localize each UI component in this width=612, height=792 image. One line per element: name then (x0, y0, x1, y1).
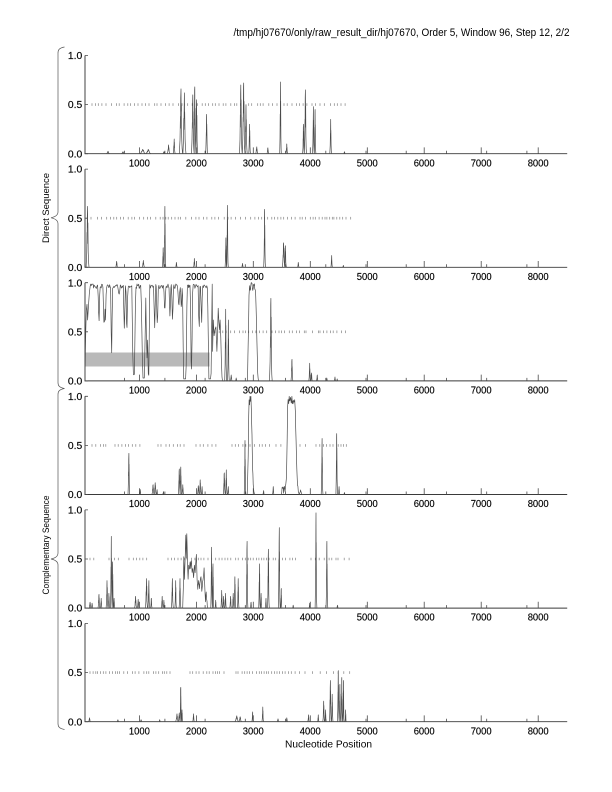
svg-text:3000: 3000 (243, 158, 264, 169)
svg-text:0.0: 0.0 (68, 263, 83, 274)
svg-text:5000: 5000 (357, 158, 378, 169)
svg-text:2000: 2000 (186, 726, 207, 737)
svg-text:4000: 4000 (300, 158, 321, 169)
svg-text:5000: 5000 (357, 386, 378, 397)
svg-text:8000: 8000 (528, 726, 549, 737)
svg-text:1.0: 1.0 (68, 51, 83, 62)
svg-text:6000: 6000 (414, 499, 435, 510)
svg-text:1.0: 1.0 (68, 392, 83, 403)
svg-text:1000: 1000 (129, 272, 150, 283)
svg-text:0.5: 0.5 (68, 441, 83, 452)
svg-text:8000: 8000 (528, 272, 549, 283)
svg-text:1.0: 1.0 (68, 278, 83, 289)
svg-text:6000: 6000 (414, 726, 435, 737)
svg-text:6000: 6000 (414, 158, 435, 169)
svg-text:6000: 6000 (414, 272, 435, 283)
svg-text:8000: 8000 (528, 158, 549, 169)
svg-text:1.0: 1.0 (68, 506, 83, 517)
svg-text:3000: 3000 (243, 386, 264, 397)
svg-text:Complementary Sequence: Complementary Sequence (41, 496, 52, 595)
svg-text:1000: 1000 (129, 499, 150, 510)
svg-text:5000: 5000 (357, 726, 378, 737)
svg-text:4000: 4000 (300, 726, 321, 737)
svg-text:1000: 1000 (129, 613, 150, 624)
svg-text:7000: 7000 (471, 499, 492, 510)
svg-text:0.0: 0.0 (68, 377, 83, 388)
svg-text:3000: 3000 (243, 499, 264, 510)
svg-text:1000: 1000 (129, 158, 150, 169)
svg-text:/tmp/hj07670/only/raw_result_d: /tmp/hj07670/only/raw_result_dir/hj07670… (234, 27, 570, 39)
svg-text:1000: 1000 (129, 386, 150, 397)
svg-text:8000: 8000 (528, 613, 549, 624)
svg-text:2000: 2000 (186, 386, 207, 397)
svg-text:7000: 7000 (471, 272, 492, 283)
svg-text:6000: 6000 (414, 386, 435, 397)
svg-text:2000: 2000 (186, 499, 207, 510)
svg-text:6000: 6000 (414, 613, 435, 624)
svg-text:0.0: 0.0 (68, 149, 83, 160)
svg-text:2000: 2000 (186, 272, 207, 283)
svg-text:4000: 4000 (300, 272, 321, 283)
svg-text:0.5: 0.5 (68, 214, 83, 225)
svg-text:0.0: 0.0 (68, 604, 83, 615)
svg-text:4000: 4000 (300, 499, 321, 510)
svg-text:4000: 4000 (300, 386, 321, 397)
svg-text:0.0: 0.0 (68, 490, 83, 501)
svg-text:7000: 7000 (471, 386, 492, 397)
svg-text:0.5: 0.5 (68, 555, 83, 566)
svg-text:0.5: 0.5 (68, 100, 83, 111)
svg-text:Direct Sequence: Direct Sequence (41, 173, 52, 243)
svg-text:0.0: 0.0 (68, 717, 83, 728)
svg-text:1.0: 1.0 (68, 619, 83, 630)
svg-text:3000: 3000 (243, 613, 264, 624)
svg-text:1000: 1000 (129, 726, 150, 737)
svg-text:5000: 5000 (357, 499, 378, 510)
svg-text:0.5: 0.5 (68, 327, 83, 338)
svg-text:5000: 5000 (357, 613, 378, 624)
svg-text:3000: 3000 (243, 272, 264, 283)
svg-text:Nucleotide Position: Nucleotide Position (285, 740, 372, 751)
svg-text:1.0: 1.0 (68, 165, 83, 176)
svg-text:7000: 7000 (471, 158, 492, 169)
svg-text:2000: 2000 (186, 158, 207, 169)
svg-text:4000: 4000 (300, 613, 321, 624)
svg-text:5000: 5000 (357, 272, 378, 283)
svg-text:2000: 2000 (186, 613, 207, 624)
svg-text:7000: 7000 (471, 726, 492, 737)
svg-text:3000: 3000 (243, 726, 264, 737)
svg-text:8000: 8000 (528, 386, 549, 397)
svg-text:8000: 8000 (528, 499, 549, 510)
svg-text:7000: 7000 (471, 613, 492, 624)
svg-text:0.5: 0.5 (68, 668, 83, 679)
